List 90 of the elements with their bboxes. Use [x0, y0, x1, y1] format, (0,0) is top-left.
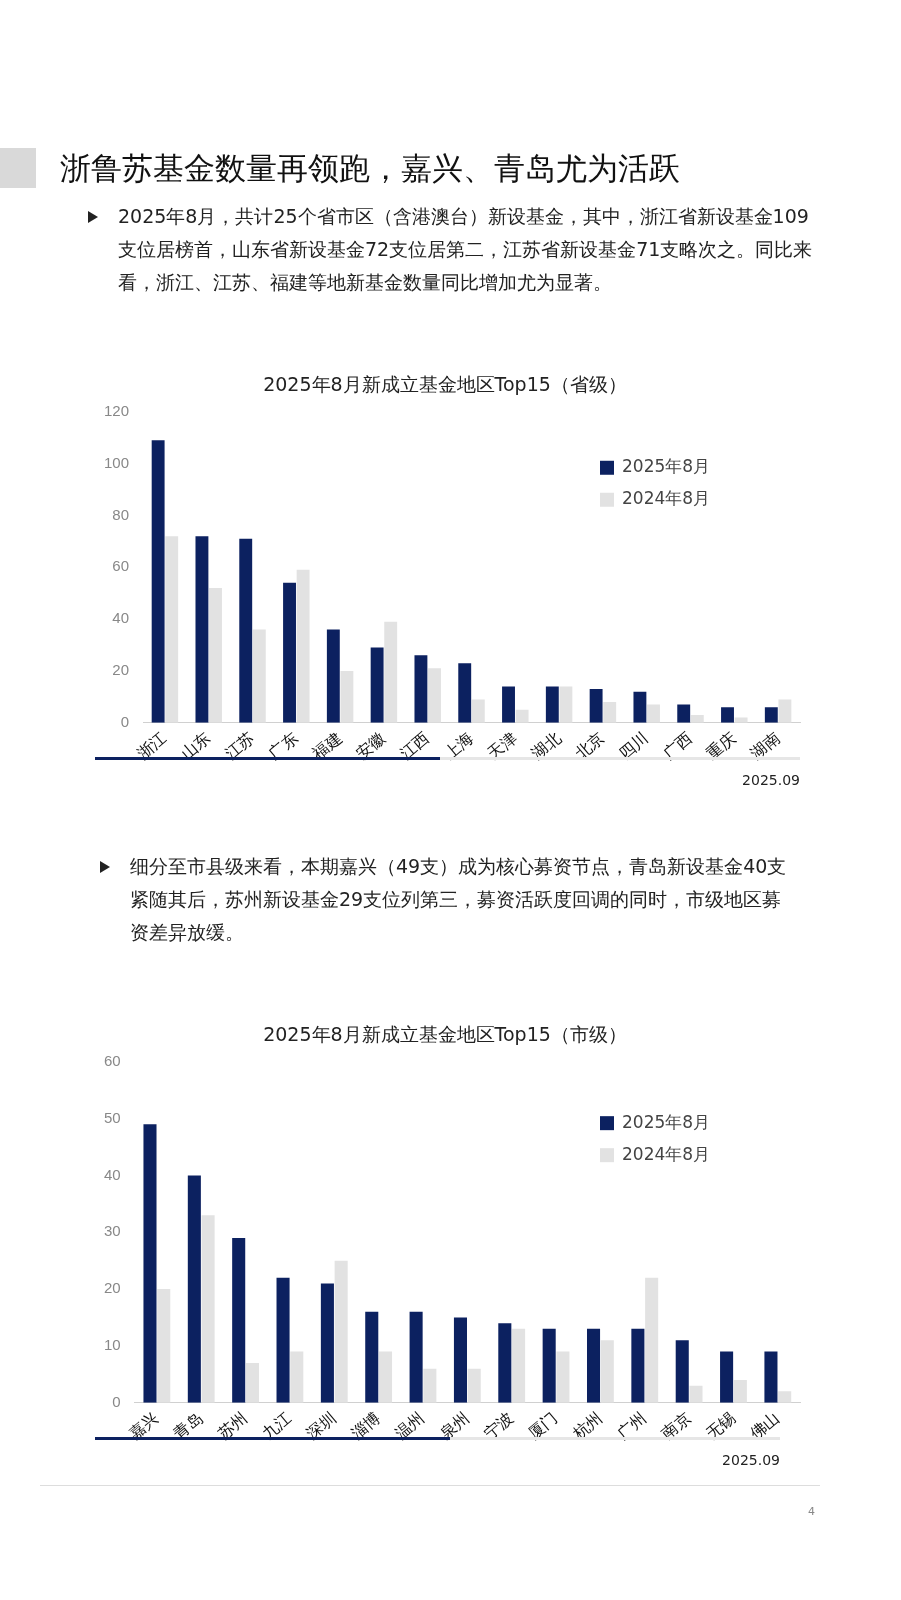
bar	[384, 621, 398, 723]
bar	[589, 689, 603, 723]
bar	[690, 714, 704, 723]
text: 2025.09	[742, 772, 800, 788]
text: 2025年8月，共计25个省市区（含港澳台）新设基金，其中，浙江省新设基金109支位居榜首，山东省新设基金72支位居第二，江苏省新设基金71支略次之。同比来看，浙江、江苏、福建等地新基金数量同比增加尤为显著。	[118, 204, 814, 295]
chart-title: 2025年8月新成立基金地区Top15（市级）	[263, 1023, 627, 1046]
y-tick-label: 0	[112, 1392, 121, 1410]
bar	[409, 1311, 423, 1403]
bar	[645, 1277, 659, 1403]
y-tick-label: 80	[112, 505, 130, 523]
bar	[600, 1340, 614, 1403]
y-tick-label: 60	[104, 1051, 121, 1069]
bar	[498, 1323, 512, 1403]
bar	[428, 668, 441, 723]
bar	[689, 1385, 703, 1403]
text: 浙鲁苏基金数量再领跑，嘉兴、青岛尤为活跃	[60, 149, 680, 188]
bar	[467, 1368, 481, 1403]
bar	[778, 699, 792, 723]
bar	[587, 1328, 601, 1403]
bar	[677, 704, 691, 723]
y-tick-label: 20	[112, 661, 130, 679]
y-tick-label: 60	[112, 557, 130, 575]
text: 细分至市县级来看，本期嘉兴（49支）成为核心募资节点，青岛新设基金40支紧随其后，苏州新设基金29支位列第三，募资活跃度回调的同时，市级地区募资差异放缓。	[130, 854, 788, 945]
bar	[453, 1317, 467, 1403]
y-tick-label: 40	[104, 1165, 121, 1183]
legend-label: 2025年8月	[622, 1111, 711, 1132]
bar	[365, 1311, 379, 1403]
legend-label: 2024年8月	[622, 1143, 711, 1164]
bar	[512, 1328, 526, 1403]
text: 2025.09	[722, 1452, 780, 1468]
y-tick-label: 20	[104, 1279, 121, 1297]
bar	[414, 655, 428, 723]
bar	[378, 1351, 393, 1403]
legend-label: 2025年8月	[622, 456, 711, 477]
bar	[201, 1215, 215, 1403]
y-tick-label: 120	[104, 401, 130, 419]
bar	[458, 663, 472, 723]
bar	[764, 707, 778, 723]
y-tick-label: 40	[112, 609, 130, 627]
bar	[764, 1351, 778, 1403]
bar	[423, 1368, 437, 1403]
bar	[675, 1340, 689, 1403]
bar	[157, 1289, 171, 1403]
x-tick-label: 福建	[308, 727, 346, 763]
bar	[195, 536, 209, 723]
bar	[239, 538, 253, 723]
bar	[290, 1351, 304, 1403]
bar	[559, 686, 573, 723]
bar	[515, 709, 529, 723]
bar	[320, 1283, 334, 1403]
y-tick-label: 100	[104, 453, 130, 471]
bar	[733, 1380, 747, 1403]
bar	[631, 1328, 645, 1403]
y-tick-label: 0	[120, 712, 130, 730]
bar	[603, 702, 617, 723]
bar	[296, 569, 310, 723]
bar	[370, 647, 384, 723]
y-tick-label: 30	[104, 1222, 121, 1240]
bar	[721, 707, 734, 723]
bar	[151, 440, 165, 723]
y-tick-label: 10	[104, 1336, 121, 1354]
chart-title: 2025年8月新成立基金地区Top15（省级）	[263, 373, 627, 396]
x-tick-label: 南京	[657, 1407, 695, 1443]
bar	[283, 582, 296, 723]
bar	[542, 1328, 556, 1403]
y-tick-label: 50	[104, 1108, 121, 1126]
bar	[143, 1124, 157, 1403]
bar	[187, 1175, 201, 1403]
bar	[165, 536, 179, 723]
legend-label: 2024年8月	[622, 488, 711, 509]
bar	[471, 699, 485, 723]
bar	[245, 1362, 259, 1403]
bar	[326, 629, 340, 723]
bar	[340, 670, 354, 723]
bar	[720, 1351, 734, 1403]
bar	[633, 691, 647, 723]
bar	[334, 1260, 348, 1403]
bar	[232, 1237, 246, 1403]
bar	[556, 1351, 570, 1403]
bar	[209, 587, 222, 723]
bar	[502, 686, 515, 723]
bar	[276, 1277, 290, 1403]
bar	[545, 686, 559, 723]
x-tick-label: 青岛	[169, 1407, 207, 1443]
bar	[647, 704, 660, 723]
bar	[252, 629, 266, 723]
bar	[778, 1391, 792, 1403]
text: 4	[808, 1505, 815, 1518]
x-tick-label: 宁波	[480, 1407, 517, 1443]
x-tick-label: 重庆	[702, 727, 740, 763]
